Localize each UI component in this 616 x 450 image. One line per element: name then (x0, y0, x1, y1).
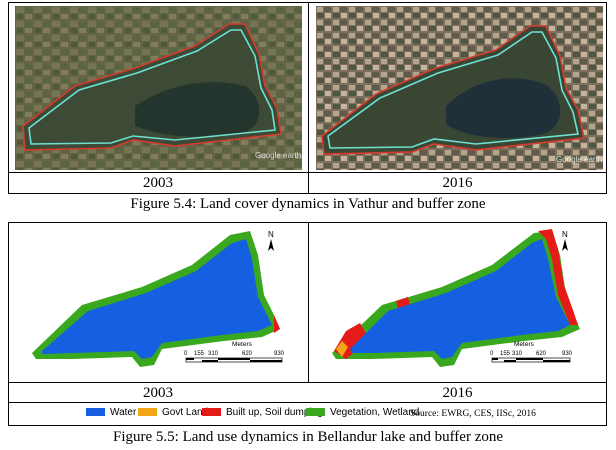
figure-5-4-caption: Figure 5.4: Land cover dynamics in Vathu… (130, 196, 486, 212)
legend-label: Vegetation, Wetland (330, 406, 420, 418)
svg-text:620: 620 (242, 351, 253, 357)
figure-5-4-table (8, 2, 607, 194)
figure-5-5-year-2016: 2016 (442, 385, 473, 401)
legend-swatch-water (86, 408, 105, 416)
legend-govt-land: Govt Land (138, 406, 208, 418)
figure-5-4-divider (308, 2, 309, 194)
svg-text:310: 310 (512, 351, 523, 357)
svg-text:0: 0 (184, 351, 188, 357)
source-note: Source: EWRG, CES, IISc, 2016 (410, 409, 536, 419)
land-use-map-2003: N Meters 0 155 310 620 930 (32, 230, 285, 367)
legend-swatch-govt-land (138, 408, 157, 416)
figure-5-5-row-divider-1 (8, 382, 607, 383)
figure-5-5-divider (308, 222, 309, 383)
svg-text:155: 155 (194, 351, 205, 357)
legend-built-up: Built up, Soil dumping (202, 406, 323, 418)
svg-text:Meters: Meters (514, 341, 535, 348)
svg-text:N: N (562, 230, 568, 239)
satellite-image-2003: Google earth (15, 6, 302, 170)
svg-text:155: 155 (500, 351, 511, 357)
water-body (350, 239, 570, 359)
buffer-outline-cyan (28, 29, 276, 145)
figure-5-4-year-2003: 2003 (143, 175, 173, 191)
scale-bar: Meters 0 155 310 620 930 (184, 341, 285, 363)
figure-5-5-table (8, 222, 607, 426)
north-arrow-icon: N (268, 230, 274, 251)
figure-5-4-year-2016: 2016 (442, 175, 473, 191)
legend-vegetation: Vegetation, Wetland (306, 406, 419, 418)
built-up-strip-east (538, 229, 578, 325)
govt-land-patch (336, 341, 348, 357)
svg-text:930: 930 (562, 351, 573, 357)
land-use-map-2016: N Meters 0 155 310 620 930 (332, 229, 580, 367)
legend-swatch-built-up (202, 408, 221, 416)
legend-label: Water (110, 406, 137, 418)
svg-text:N: N (268, 230, 274, 239)
lake-outline-red (22, 23, 282, 151)
satellite-image-2016: Google earth (316, 6, 603, 170)
google-earth-watermark: Google earth (556, 155, 602, 164)
figure-5-5-caption: Figure 5.5: Land use dynamics in Belland… (112, 429, 504, 445)
scale-bar: Meters 0 155 310 620 930 (490, 341, 573, 363)
built-up-patch (274, 315, 280, 333)
svg-text:Meters: Meters (232, 341, 253, 348)
figure-5-4-row-divider (8, 172, 607, 173)
google-earth-watermark: Google earth (255, 151, 301, 160)
legend-label: Govt Land (162, 406, 209, 418)
svg-text:620: 620 (536, 351, 547, 357)
legend-label: Built up, Soil dumping (226, 406, 323, 418)
legend-water: Water (86, 406, 136, 418)
svg-text:0: 0 (490, 351, 494, 357)
water-body (42, 239, 272, 359)
figure-5-5-year-2003: 2003 (143, 385, 173, 401)
legend-swatch-vegetation (306, 408, 325, 416)
svg-text:310: 310 (208, 351, 219, 357)
north-arrow-icon: N (562, 230, 568, 251)
svg-text:930: 930 (274, 351, 285, 357)
figure-5-5-row-divider-2 (8, 402, 607, 403)
